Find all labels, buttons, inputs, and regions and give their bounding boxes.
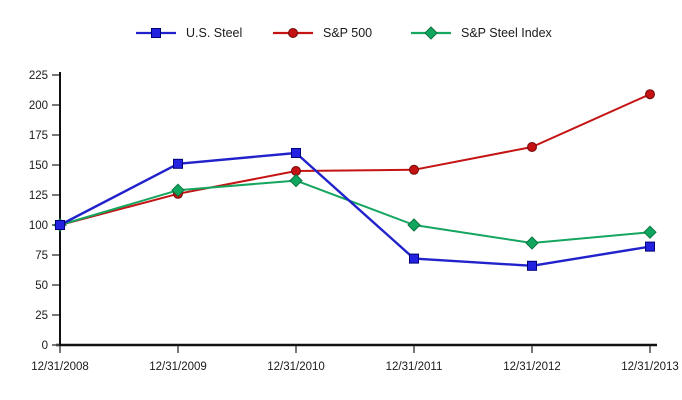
circle-glyph [288,28,298,38]
data-point-diamond [525,236,539,250]
sp500-circle-marker-icon [273,28,313,38]
y-tick-label: 50 [35,280,48,292]
series-line [59,179,651,244]
x-tick-label: 12/31/2013 [621,361,679,373]
data-point-square [527,260,537,271]
data-point-square [409,253,419,264]
square-glyph [151,28,161,38]
series-s-p-500 [55,89,655,230]
x-tick-label: 12/31/2009 [149,361,207,373]
us-steel-square-marker-icon [136,28,176,38]
series-line [59,93,651,226]
data-point-diamond [643,225,657,239]
series-line [59,151,651,267]
x-tick-label: 12/31/2008 [31,361,89,373]
y-tick-label: 125 [29,190,48,202]
series-u-s-steel [55,148,655,271]
y-tick-label: 200 [29,100,48,112]
legend-item-us-steel: U.S. Steel [135,26,242,40]
data-point-circle [409,164,419,175]
data-point-diamond [171,183,185,197]
legend-item-sp-steel-index: S&P Steel Index [410,26,552,40]
data-point-circle [527,142,537,152]
y-tick-label: 100 [29,220,48,232]
x-tick-label: 12/31/2010 [267,361,325,373]
data-point-square [55,220,65,230]
y-tick-label: 25 [35,310,48,322]
y-tick-label: 75 [35,250,48,262]
x-tick-label: 12/31/2012 [503,361,561,373]
data-point-square [173,158,183,169]
data-point-square [645,241,655,252]
axes: 0 25 50 75 100 125 150 175 200 225 12/31/2008 12/31… [29,70,679,373]
data-point-square [291,148,301,158]
y-tick-label: 150 [29,160,48,172]
diamond-glyph [424,26,438,40]
data-point-diamond [407,218,421,232]
data-point-diamond [289,173,303,188]
legend-label-sp-steel-index: S&P Steel Index [461,26,552,40]
y-tick-label: 0 [42,340,48,352]
legend-label-us-steel: U.S. Steel [186,26,243,40]
series-s-p-steel-index [53,173,657,250]
legend-label-sp500: S&P 500 [323,26,373,40]
data-point-circle [645,89,655,100]
x-tick-label: 12/31/2011 [386,361,443,373]
sp-steel-index-diamond-marker-icon [411,26,451,40]
legend-item-sp500: S&P 500 [272,26,372,40]
y-tick-label: 175 [29,130,48,142]
y-tick-label: 225 [29,70,48,82]
